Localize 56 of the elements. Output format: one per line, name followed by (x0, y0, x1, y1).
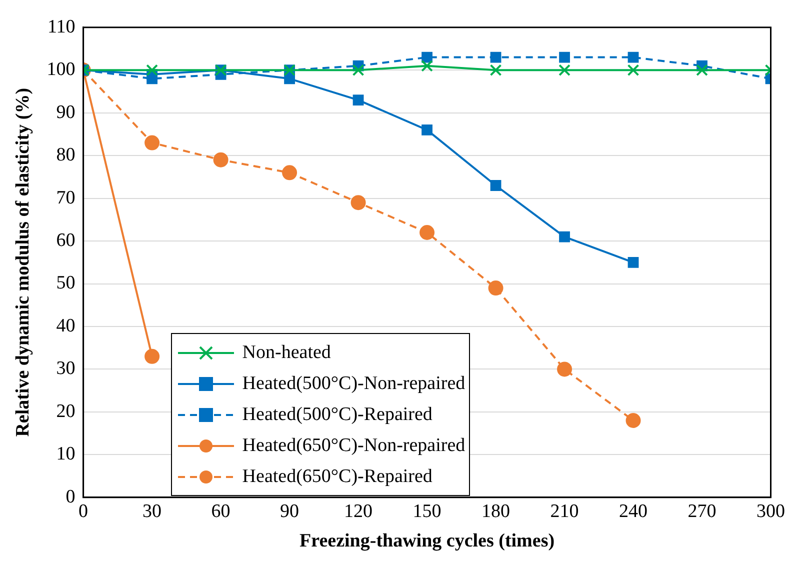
y-tick-label: 110 (48, 16, 76, 38)
x-tick-label: 180 (482, 500, 510, 522)
x-tick-label: 210 (550, 500, 579, 522)
x-tick-label: 90 (280, 500, 300, 522)
x-tick-label: 300 (756, 500, 785, 522)
point (696, 64, 708, 76)
y-tick-label: 0 (66, 486, 76, 508)
y-tick-label: 80 (56, 144, 76, 166)
x-tick-label: 270 (688, 500, 716, 522)
legend-label: Heated(650°C)-Non-repaired (242, 434, 466, 457)
legend-label: Non-heated (242, 342, 331, 364)
y-tick-label: 50 (56, 272, 76, 294)
y-tick-label: 10 (56, 444, 76, 465)
point (559, 231, 570, 242)
y-tick-label: 60 (56, 230, 76, 252)
point (350, 195, 366, 210)
point (146, 64, 158, 76)
point (213, 152, 228, 168)
point (558, 64, 570, 76)
point (421, 60, 433, 72)
y-tick-label: 70 (56, 187, 76, 208)
legend-label: Heated(650°C)-Repaired (242, 466, 432, 488)
legend-label: Heated(500°C)-Repaired (242, 404, 432, 426)
point (559, 52, 570, 63)
point (420, 224, 435, 240)
y-axis-title: Relative dynamic modulus of elasticity (%) (12, 88, 34, 437)
y-tick-label: 90 (56, 102, 76, 123)
legend-label: Heated(500°C)-Non-repaired (242, 372, 466, 395)
point (627, 64, 640, 76)
point (422, 52, 432, 63)
point (488, 280, 504, 296)
point (626, 412, 641, 428)
point (352, 64, 364, 76)
point (144, 348, 160, 364)
y-tick-label: 40 (56, 315, 76, 336)
point (284, 73, 295, 84)
point (422, 124, 432, 136)
y-tick-label: 30 (56, 358, 76, 380)
x-tick-label: 120 (344, 500, 373, 522)
point (352, 94, 364, 106)
point (490, 64, 502, 76)
point (144, 135, 160, 150)
point (490, 180, 502, 191)
point (557, 362, 572, 377)
point (490, 52, 502, 63)
x-tick-label: 0 (78, 500, 88, 522)
y-tick-label: 20 (56, 400, 76, 422)
x-axis-title: Freezing-thawing cycles (times) (300, 530, 555, 552)
x-tick-label: 240 (619, 500, 648, 522)
point (628, 256, 639, 268)
y-tick-label: 100 (46, 59, 76, 80)
point (628, 52, 639, 63)
point (282, 165, 298, 180)
x-tick-label: 150 (412, 500, 442, 522)
x-tick-label: 60 (211, 500, 230, 522)
x-tick-label: 30 (142, 500, 162, 522)
